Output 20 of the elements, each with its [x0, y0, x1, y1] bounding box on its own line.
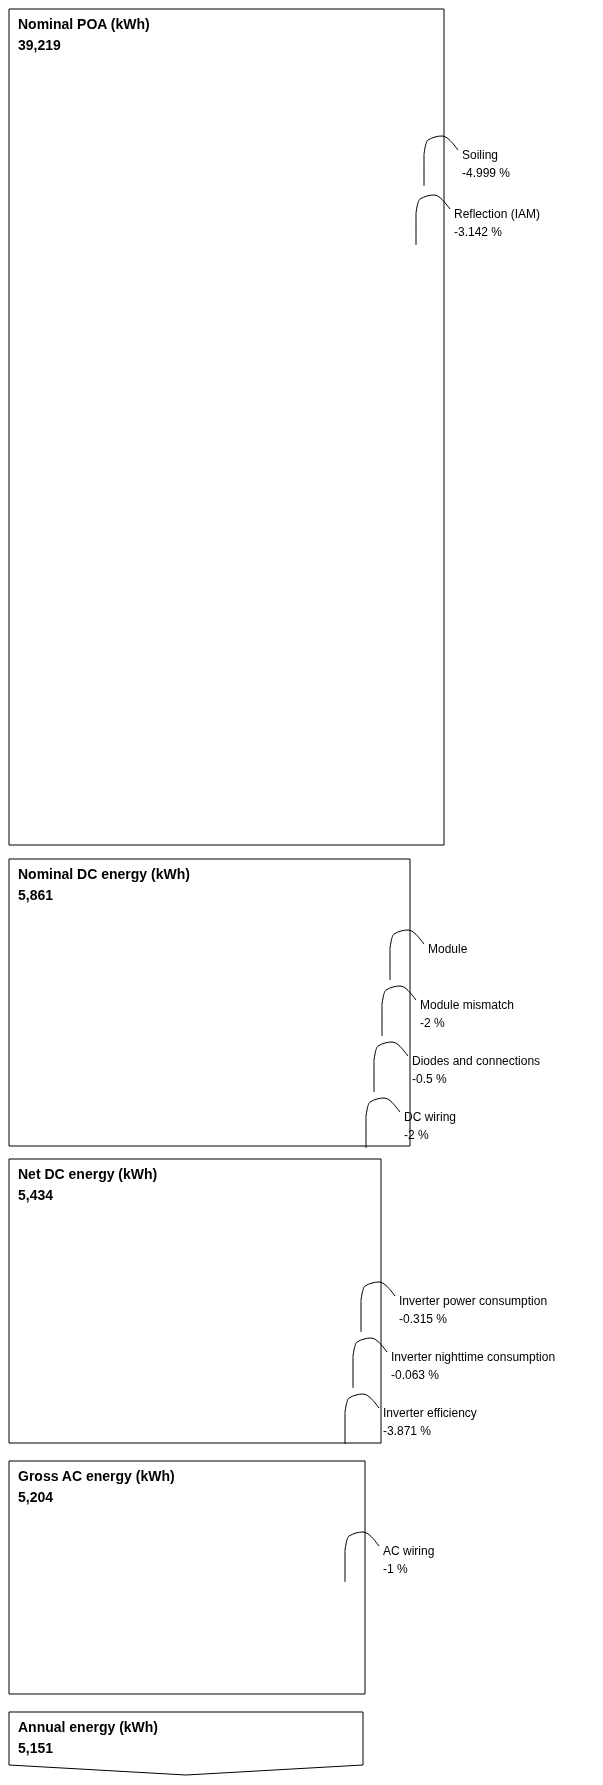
category-label: Net DC energy (kWh) — [18, 1166, 158, 1182]
text: Module mismatch -2 % — [420, 998, 515, 1030]
text: Soiling -4.999 % — [462, 148, 511, 180]
text: Reflection (IAM) -3.142 % — [454, 207, 541, 239]
category-label: Annual energy (kWh) — [18, 1719, 159, 1735]
category-label: Nominal POA (kWh) — [18, 16, 150, 32]
data-label: 5,434 — [18, 1187, 54, 1203]
data-label: 5,861 — [18, 887, 54, 903]
text: Inverter nighttime consumption -0.063 % — [391, 1350, 556, 1382]
category-label: Nominal DC energy (kWh) — [18, 866, 190, 882]
text: Diodes and connections -0.5 % — [412, 1054, 541, 1086]
data-label: 5,151 — [18, 1740, 54, 1756]
category-label: Gross AC energy (kWh) — [18, 1468, 175, 1484]
text: Inverter power consumption -0.315 % — [399, 1294, 548, 1326]
data-label: 39,219 — [18, 37, 62, 53]
data-label: 5,204 — [18, 1489, 54, 1505]
text: Inverter efficiency -3.871 % — [383, 1406, 477, 1438]
text: AC wiring -1 % — [383, 1544, 435, 1576]
text: Module — [428, 942, 468, 956]
text: DC wiring -2 % — [404, 1110, 457, 1142]
